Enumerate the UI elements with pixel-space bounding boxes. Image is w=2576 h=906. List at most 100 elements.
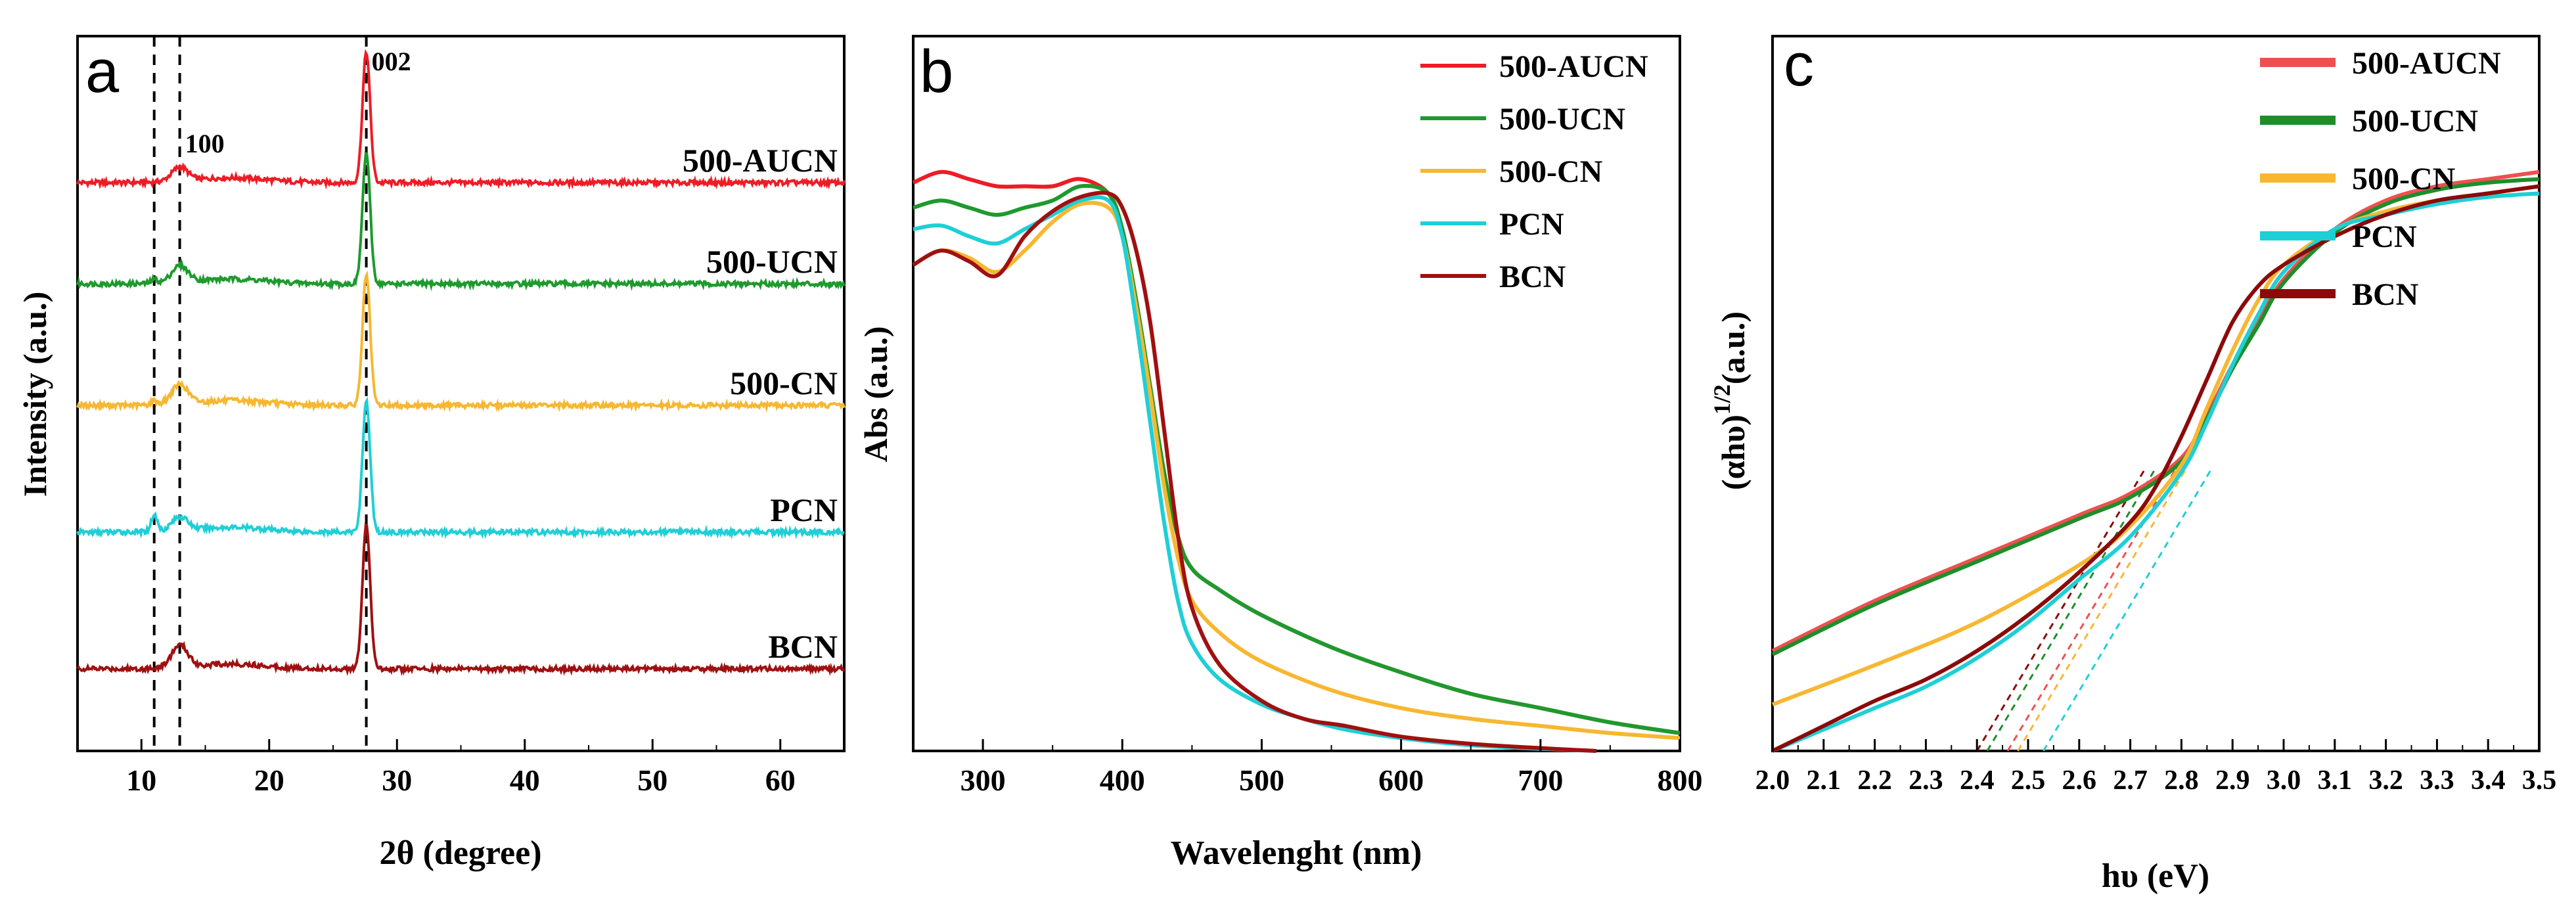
x-tick-label: 2.5	[2011, 765, 2046, 796]
y-axis-title-c: (αhυ)1/2(a.u.)	[1709, 311, 1751, 490]
x-tick-label: 30	[382, 763, 412, 797]
series-line-pcn	[913, 195, 1596, 753]
legend-item-500-aucn: 500-AUCN	[1420, 49, 1648, 84]
series-line-500-ucn	[1771, 177, 2540, 656]
series-label-500-aucn: 500-AUCN	[683, 142, 838, 179]
peak-label-100: 100	[185, 129, 225, 158]
x-tick-label: 800	[1658, 763, 1703, 797]
x-ticks-a: 10 20 30 40 50 60	[77, 739, 845, 797]
x-tick-label: 50	[637, 763, 667, 797]
peak-label-002: 002	[372, 47, 411, 76]
x-tick-label: 2.4	[1960, 765, 1995, 796]
series-labels-a: 500-AUCN 500-UCN 500-CN PCN BCN	[683, 142, 838, 665]
x-tick-label: 3.0	[2267, 765, 2301, 796]
series-label-500-cn: 500-CN	[730, 365, 838, 401]
x-tick-label: 2.3	[1909, 765, 1943, 796]
legend-label: 500-CN	[2352, 162, 2456, 196]
legend-label: BCN	[2352, 277, 2419, 312]
legend-b: 500-AUCN 500-UCN 500-CN PCN BCN	[1420, 49, 1648, 294]
x-tick-label: 2.0	[1755, 765, 1790, 796]
legend-item-500-cn: 500-CN	[2260, 162, 2456, 196]
x-tick-label: 500	[1239, 763, 1284, 797]
series-line-500-aucn	[76, 49, 846, 190]
x-axis-title-b: Wavelenght (nm)	[1171, 834, 1422, 872]
x-tick-label: 3.4	[2471, 765, 2506, 796]
x-tick-label: 3.2	[2368, 765, 2403, 796]
y-axis-title-c-suffix: (a.u.)	[1715, 311, 1751, 384]
series-label-pcn: PCN	[770, 491, 838, 528]
legend-c: 500-AUCN 500-UCN 500-CN PCN BCN	[2260, 46, 2501, 312]
legend-item-500-cn: 500-CN	[1420, 154, 1603, 189]
series-line-500-ucn	[913, 183, 1681, 735]
x-tick-label: 2.6	[2062, 765, 2097, 796]
series-line-500-cn	[76, 270, 846, 413]
legend-label: 500-UCN	[2352, 104, 2478, 139]
y-axis-title-b: Abs (a.u.)	[857, 327, 894, 463]
panel-b: 300 400 500 600 700 800 500-AUCN 500-UCN 500-CN…	[857, 35, 1703, 872]
legend-item-bcn: BCN	[2260, 277, 2419, 312]
x-tick-label: 60	[765, 763, 796, 797]
legend-item-500-ucn: 500-UCN	[1420, 102, 1625, 137]
series-line-500-cn	[912, 200, 1681, 740]
series-line-bcn	[1771, 184, 2540, 753]
plot-frame-c	[1771, 35, 2541, 752]
x-tick-label: 40	[510, 763, 540, 797]
x-tick-label: 2.7	[2113, 765, 2148, 796]
x-tick-label: 3.1	[2318, 765, 2353, 796]
y-axis-title-a: Intensity (a.u.)	[16, 292, 53, 497]
x-tick-label: 10	[126, 763, 156, 797]
legend-item-bcn: BCN	[1420, 260, 1566, 294]
series-line-pcn	[1771, 191, 2540, 753]
x-tick-label: 2.9	[2215, 765, 2250, 796]
x-tick-label: 600	[1378, 763, 1424, 797]
peak-labels-a: 100 002	[185, 47, 411, 158]
bandgap-extrapolation-bcn	[1976, 467, 2147, 752]
x-tick-label: 3.3	[2420, 765, 2454, 796]
panel-c: 2.0 2.1 2.2 2.3 2.4 2.5 2.6 2.7 2.8 2.9 3.0 3.1 3.2 3…	[1709, 32, 2556, 895]
bandgap-extrapolation-pcn	[2043, 467, 2213, 752]
legend-label: PCN	[2352, 219, 2417, 254]
series-line-bcn	[76, 522, 846, 677]
series-line-500-cn	[1771, 184, 2540, 707]
series-line-500-aucn	[912, 170, 1681, 735]
series-line-500-aucn	[1771, 170, 2540, 653]
x-tick-label: 2.1	[1807, 765, 1842, 796]
legend-label: 500-AUCN	[1499, 49, 1648, 84]
series-line-bcn	[912, 191, 1596, 753]
legend-label: BCN	[1499, 260, 1566, 294]
legend-item-pcn: PCN	[1420, 207, 1564, 242]
bandgap-extrapolation-500-ucn	[1986, 467, 2157, 752]
legend-label: 500-AUCN	[2352, 46, 2501, 81]
legend-item-500-aucn: 500-AUCN	[2260, 46, 2501, 81]
y-axis-title-c-main: (αhυ)	[1715, 415, 1751, 490]
y-axis-title-c-sup: 1/2	[1709, 384, 1735, 415]
x-tick-label: 2.8	[2164, 765, 2199, 796]
legend-label: 500-UCN	[1499, 102, 1625, 137]
x-axis-title-a: 2θ (degree)	[379, 834, 541, 872]
panel-letter-c: c	[1784, 32, 1814, 99]
legend-label: PCN	[1499, 207, 1564, 242]
series-label-bcn: BCN	[768, 628, 838, 665]
x-tick-label: 20	[254, 763, 284, 797]
x-tick-label: 300	[960, 763, 1006, 797]
bandgap-extrapolation-500-cn	[2017, 467, 2188, 752]
x-ticks-c: 2.0 2.1 2.2 2.3 2.4 2.5 2.6 2.7 2.8 2.9 3.0 3.1 3.2 3…	[1755, 739, 2557, 796]
x-ticks-b: 300 400 500 600 700 800	[913, 739, 1703, 797]
legend-item-500-ucn: 500-UCN	[2260, 104, 2478, 139]
panel-a: 500-AUCN 500-UCN 500-CN PCN BCN 100 002 10 20 3…	[16, 35, 846, 872]
x-tick-label: 700	[1518, 763, 1563, 797]
panel-letter-a: a	[85, 38, 120, 105]
series-line-pcn	[76, 396, 845, 540]
series-group-a	[76, 49, 846, 677]
x-tick-label: 400	[1100, 763, 1145, 797]
x-tick-label: 3.5	[2522, 765, 2557, 796]
series-line-500-ucn	[76, 151, 846, 292]
plot-frame-b	[912, 35, 1681, 752]
panel-letter-b: b	[920, 38, 953, 105]
legend-item-pcn: PCN	[2260, 219, 2417, 254]
series-group-b	[912, 170, 1681, 753]
series-label-500-ucn: 500-UCN	[706, 243, 838, 280]
x-axis-title-c: hυ (eV)	[2102, 857, 2209, 895]
series-group-c	[1771, 170, 2540, 753]
